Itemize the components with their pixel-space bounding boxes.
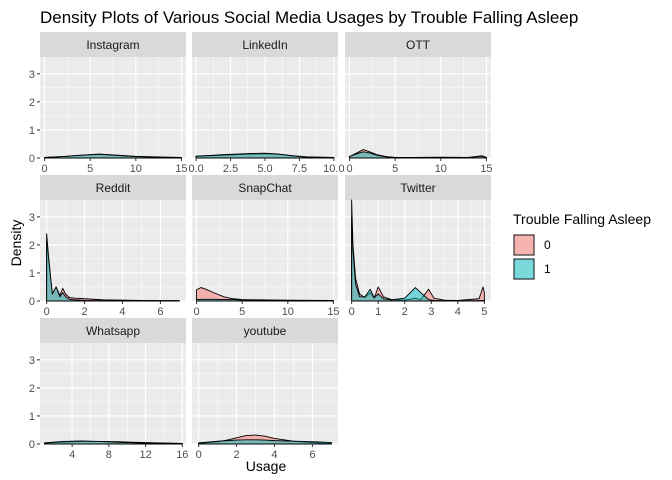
panel-background-youtube <box>192 343 338 444</box>
x-tick-label: 0 <box>44 306 50 318</box>
x-tick-label: 7.5 <box>292 163 307 175</box>
x-tick-label: 1 <box>375 306 381 318</box>
x-tick-label: 4 <box>455 306 461 318</box>
chart-title: Density Plots of Various Social Media Us… <box>40 8 578 27</box>
legend-label-1: 1 <box>544 262 551 276</box>
x-tick-label: 4 <box>119 306 125 318</box>
x-tick-label: 16 <box>176 449 188 461</box>
x-tick-label: 6 <box>309 449 315 461</box>
facet-twitter: Twitter 0 1 2 3 4 5 <box>345 175 491 318</box>
facet-strip-twitter <box>345 175 491 200</box>
y-tick-label: 1 <box>29 411 35 423</box>
x-tick-label: 2 <box>81 306 87 318</box>
facet-snapchat: SnapChat 0 5 10 15 <box>192 175 340 318</box>
x-tick-label: 3 <box>428 306 434 318</box>
x-tick-label: 4 <box>271 449 277 461</box>
y-tick-label: 0 <box>29 153 35 165</box>
x-tick-label: 0 <box>349 306 355 318</box>
x-tick-label: 10 <box>435 163 447 175</box>
density-area-ott-group-1 <box>349 151 487 159</box>
facet-strip-youtube <box>192 318 338 343</box>
x-tick-label: 5.0 <box>257 163 272 175</box>
legend-key-1 <box>513 258 535 280</box>
x-tick-label: 10 <box>130 163 142 175</box>
density-area-reddit-group-1 <box>46 233 180 302</box>
x-tick-label: 10.0 <box>323 163 344 175</box>
facet-strip-instagram <box>40 32 186 57</box>
facet-strip-ott <box>345 32 491 57</box>
facet-strip-linkedin <box>192 32 338 57</box>
y-tick-label: 2 <box>29 240 35 252</box>
panel-background-reddit <box>40 200 186 301</box>
facet-linkedin: LinkedIn 0.0 2.5 5.0 7.5 10.0 <box>188 32 345 175</box>
facet-strip-reddit <box>40 175 186 200</box>
legend-label-0: 0 <box>544 238 551 252</box>
y-tick-label: 0 <box>29 439 35 451</box>
y-axis-title: Density <box>8 220 24 267</box>
y-tick-label: 1 <box>29 125 35 137</box>
y-tick-label: 2 <box>29 97 35 109</box>
y-tick-label: 3 <box>29 69 35 81</box>
x-tick-label: 5 <box>87 163 93 175</box>
x-tick-label: 4 <box>69 449 75 461</box>
y-tick-label: 3 <box>29 355 35 367</box>
density-area-twitter-group-1 <box>351 216 485 302</box>
facet-label-whatsapp: Whatsapp <box>86 324 140 338</box>
facet-label-twitter: Twitter <box>400 181 435 195</box>
x-tick-label: 15 <box>327 306 339 318</box>
x-tick-label: 0 <box>347 163 353 175</box>
x-tick-label: 2.5 <box>223 163 238 175</box>
x-tick-label: 12 <box>139 449 151 461</box>
y-tick-label: 1 <box>29 268 35 280</box>
facet-label-ott: OTT <box>406 38 431 52</box>
x-tick-label: 2 <box>402 306 408 318</box>
x-tick-label: 10 <box>282 306 294 318</box>
x-tick-label: 5 <box>239 306 245 318</box>
y-tick-label: 0 <box>29 296 35 308</box>
density-area-linkedin-group-1 <box>195 152 335 159</box>
density-area-youtube-group-1 <box>198 439 332 445</box>
facet-label-instagram: Instagram <box>86 38 139 52</box>
x-tick-label: 2 <box>233 449 239 461</box>
density-area-snapchat-group-1 <box>196 298 334 302</box>
x-tick-label: 8 <box>106 449 112 461</box>
facet-label-snapchat: SnapChat <box>238 181 292 195</box>
x-tick-label: 5 <box>481 306 487 318</box>
density-area-whatsapp-group-1 <box>44 440 183 445</box>
facet-label-linkedin: LinkedIn <box>242 38 287 52</box>
y-tick-label: 3 <box>29 212 35 224</box>
x-tick-label: 0 <box>42 163 48 175</box>
facet-label-reddit: Reddit <box>96 181 131 195</box>
legend-title: Trouble Falling Asleep <box>513 211 651 227</box>
facet-youtube: youtube 0 2 4 6 <box>192 318 338 461</box>
x-tick-label: 6 <box>157 306 163 318</box>
facet-reddit: Reddit 0 1 2 3 0 2 4 6 <box>29 175 186 318</box>
facet-label-youtube: youtube <box>244 324 287 338</box>
x-tick-label: 0 <box>194 306 200 318</box>
x-tick-label: 15 <box>480 163 492 175</box>
facet-strip-whatsapp <box>40 318 186 343</box>
legend: Trouble Falling Asleep 0 1 <box>513 211 651 280</box>
x-tick-label: 5 <box>392 163 398 175</box>
x-tick-label: 0 <box>196 449 202 461</box>
x-tick-label: 15 <box>175 163 187 175</box>
y-tick-label: 2 <box>29 383 35 395</box>
density-area-instagram-group-1 <box>44 153 182 159</box>
facet-instagram: Instagram 0 1 2 3 0 5 10 15 <box>29 32 188 175</box>
facet-strip-snapchat <box>192 175 338 200</box>
x-tick-label: 0.0 <box>188 163 203 175</box>
facet-ott: OTT 0 5 10 15 <box>345 32 493 175</box>
legend-key-0 <box>513 234 535 256</box>
x-axis-title: Usage <box>246 458 287 474</box>
